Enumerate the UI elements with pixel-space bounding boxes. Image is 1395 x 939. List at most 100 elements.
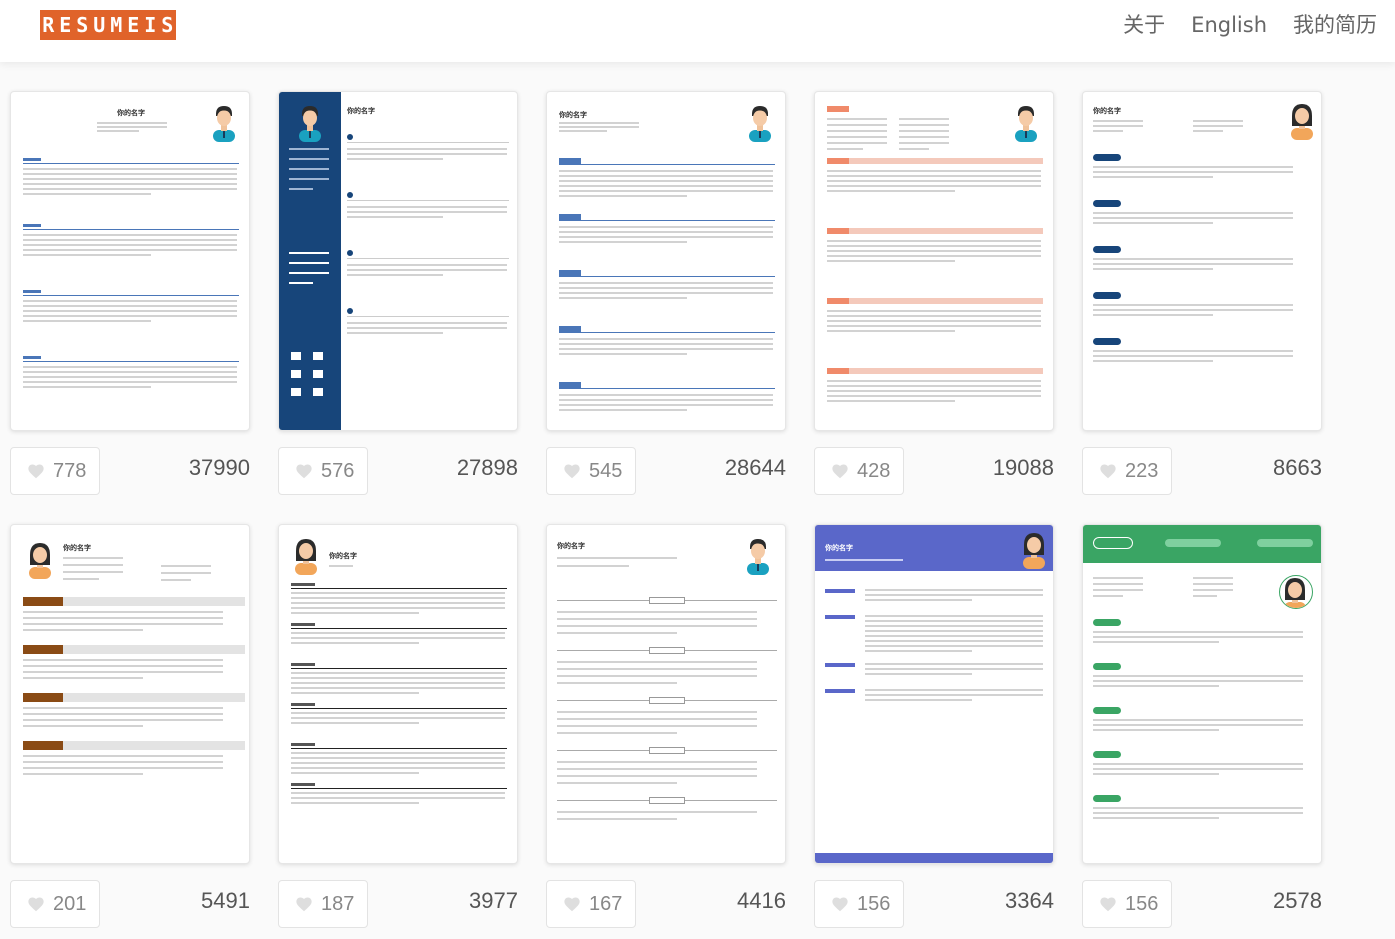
like-count: 223: [1125, 459, 1159, 482]
resume-thumbnail[interactable]: 你的名字: [546, 524, 786, 864]
text-line: [827, 330, 956, 332]
section-title: [649, 647, 685, 654]
text-line: [559, 343, 773, 345]
heart-icon: [1099, 896, 1117, 912]
resume-avatar: [1287, 102, 1317, 140]
text-line: [23, 244, 237, 246]
template-card: 你的名字 778 37990: [10, 91, 250, 495]
text-line: [289, 272, 329, 274]
text-line: [23, 173, 237, 175]
text-line: [289, 252, 329, 254]
section-rule: [291, 748, 507, 749]
text-line: [557, 611, 757, 613]
nav-my-resume[interactable]: 我的简历: [1293, 13, 1377, 37]
text-line: [1093, 595, 1123, 597]
text-line: [557, 711, 757, 713]
text-line: [161, 579, 191, 581]
text-line: [827, 315, 1041, 317]
text-line: [291, 612, 420, 614]
text-line: [23, 719, 223, 721]
text-line: [291, 602, 505, 604]
resume-thumbnail[interactable]: [1082, 524, 1322, 864]
resume-thumbnail[interactable]: 你的名字: [1082, 91, 1322, 431]
text-line: [559, 282, 773, 284]
text-line: [347, 322, 507, 324]
resume-thumbnail[interactable]: 你的名字: [278, 524, 518, 864]
section-heading: [559, 214, 581, 220]
section-rule: [23, 361, 239, 362]
like-button[interactable]: 545: [546, 447, 636, 495]
text-line: [347, 148, 507, 150]
text-line: [291, 772, 420, 774]
resume-name: 你的名字: [559, 112, 587, 119]
section-heading: [827, 298, 1043, 304]
section-tag: [23, 597, 63, 606]
section-tag: [827, 368, 849, 374]
like-button[interactable]: 428: [814, 447, 904, 495]
text-line: [97, 126, 167, 128]
salary-pill: [1257, 539, 1313, 547]
text-line: [557, 661, 757, 663]
text-line: [557, 625, 757, 627]
resume-thumbnail[interactable]: 你的名字: [10, 91, 250, 431]
text-line: [23, 677, 143, 679]
text-line: [1093, 763, 1303, 765]
like-button[interactable]: 778: [10, 447, 100, 495]
text-line: [827, 245, 1041, 247]
like-button[interactable]: 187: [278, 880, 368, 928]
text-line: [291, 592, 505, 594]
heart-icon: [563, 463, 581, 479]
like-button[interactable]: 156: [814, 880, 904, 928]
resume-thumbnail[interactable]: 你的名字: [546, 91, 786, 431]
text-line: [289, 188, 313, 190]
resume-thumbnail[interactable]: 你的名字: [10, 524, 250, 864]
resume-thumbnail[interactable]: 你的名字: [278, 91, 518, 431]
text-line: [1093, 130, 1123, 132]
text-line: [291, 762, 505, 764]
heart-icon: [295, 896, 313, 912]
nav-english[interactable]: English: [1191, 13, 1267, 37]
like-button[interactable]: 201: [10, 880, 100, 928]
view-count: 27898: [456, 455, 518, 480]
site-logo[interactable]: R E S U M E I S: [40, 10, 176, 40]
text-line: [347, 153, 507, 155]
text-line: [827, 130, 887, 132]
text-line: [1093, 222, 1213, 224]
like-button[interactable]: 223: [1082, 447, 1172, 495]
view-count: 19088: [992, 455, 1054, 480]
name-pill: [1093, 537, 1133, 549]
resume-name: 你的名字: [557, 543, 585, 550]
text-line: [865, 589, 1043, 591]
card-stats: 156 2578: [1082, 880, 1322, 928]
text-line: [1093, 304, 1293, 306]
text-line: [1093, 719, 1303, 721]
text-line: [559, 126, 639, 128]
text-line: [827, 185, 1041, 187]
section-title: [825, 589, 855, 593]
like-button[interactable]: 576: [278, 447, 368, 495]
text-line: [865, 663, 1043, 665]
text-line: [899, 142, 949, 144]
text-line: [559, 180, 773, 182]
text-line: [559, 297, 688, 299]
like-count: 167: [589, 892, 623, 915]
logo-letter: S: [159, 10, 176, 40]
resume-thumbnail[interactable]: [814, 91, 1054, 431]
text-line: [291, 632, 505, 634]
nav-about[interactable]: 关于: [1123, 13, 1166, 37]
like-count: 778: [53, 459, 87, 482]
text-line: [291, 792, 505, 794]
text-line: [1093, 217, 1293, 219]
like-button[interactable]: 156: [1082, 880, 1172, 928]
resume-thumbnail[interactable]: 你的名字: [814, 524, 1054, 864]
text-line: [23, 767, 223, 769]
like-count: 428: [857, 459, 891, 482]
section-rule: [291, 708, 507, 709]
text-line: [289, 178, 329, 180]
text-line: [97, 130, 139, 132]
text-line: [827, 124, 887, 126]
section-heading: [23, 741, 245, 750]
text-line: [865, 594, 1043, 596]
like-button[interactable]: 167: [546, 880, 636, 928]
text-line: [347, 332, 443, 334]
